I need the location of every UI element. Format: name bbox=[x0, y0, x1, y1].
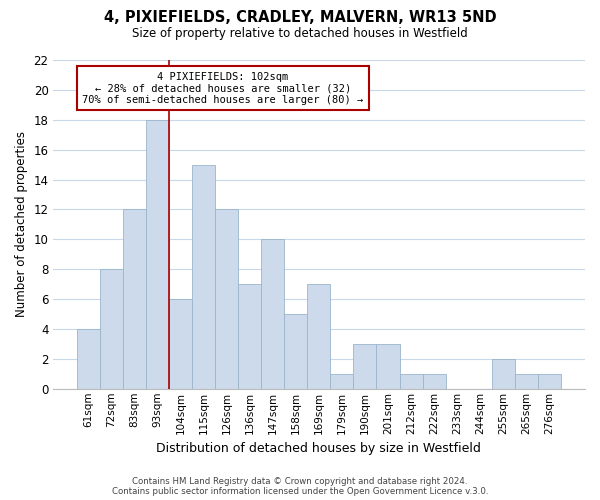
Bar bbox=[261, 240, 284, 389]
Bar bbox=[284, 314, 307, 389]
Text: Contains public sector information licensed under the Open Government Licence v.: Contains public sector information licen… bbox=[112, 487, 488, 496]
Bar bbox=[146, 120, 169, 389]
Bar bbox=[353, 344, 376, 389]
Bar bbox=[100, 269, 123, 389]
Bar bbox=[77, 329, 100, 389]
Bar bbox=[123, 210, 146, 389]
Bar bbox=[538, 374, 561, 389]
Bar bbox=[491, 359, 515, 389]
Bar bbox=[376, 344, 400, 389]
Text: Contains HM Land Registry data © Crown copyright and database right 2024.: Contains HM Land Registry data © Crown c… bbox=[132, 477, 468, 486]
Text: 4, PIXIEFIELDS, CRADLEY, MALVERN, WR13 5ND: 4, PIXIEFIELDS, CRADLEY, MALVERN, WR13 5… bbox=[104, 10, 496, 25]
Bar bbox=[422, 374, 446, 389]
Bar bbox=[307, 284, 331, 389]
Text: 4 PIXIEFIELDS: 102sqm
← 28% of detached houses are smaller (32)
70% of semi-deta: 4 PIXIEFIELDS: 102sqm ← 28% of detached … bbox=[82, 72, 364, 104]
Bar bbox=[215, 210, 238, 389]
Y-axis label: Number of detached properties: Number of detached properties bbox=[15, 132, 28, 318]
X-axis label: Distribution of detached houses by size in Westfield: Distribution of detached houses by size … bbox=[157, 442, 481, 455]
Bar bbox=[400, 374, 422, 389]
Text: Size of property relative to detached houses in Westfield: Size of property relative to detached ho… bbox=[132, 28, 468, 40]
Bar bbox=[169, 299, 192, 389]
Bar bbox=[331, 374, 353, 389]
Bar bbox=[515, 374, 538, 389]
Bar bbox=[238, 284, 261, 389]
Bar bbox=[192, 164, 215, 389]
